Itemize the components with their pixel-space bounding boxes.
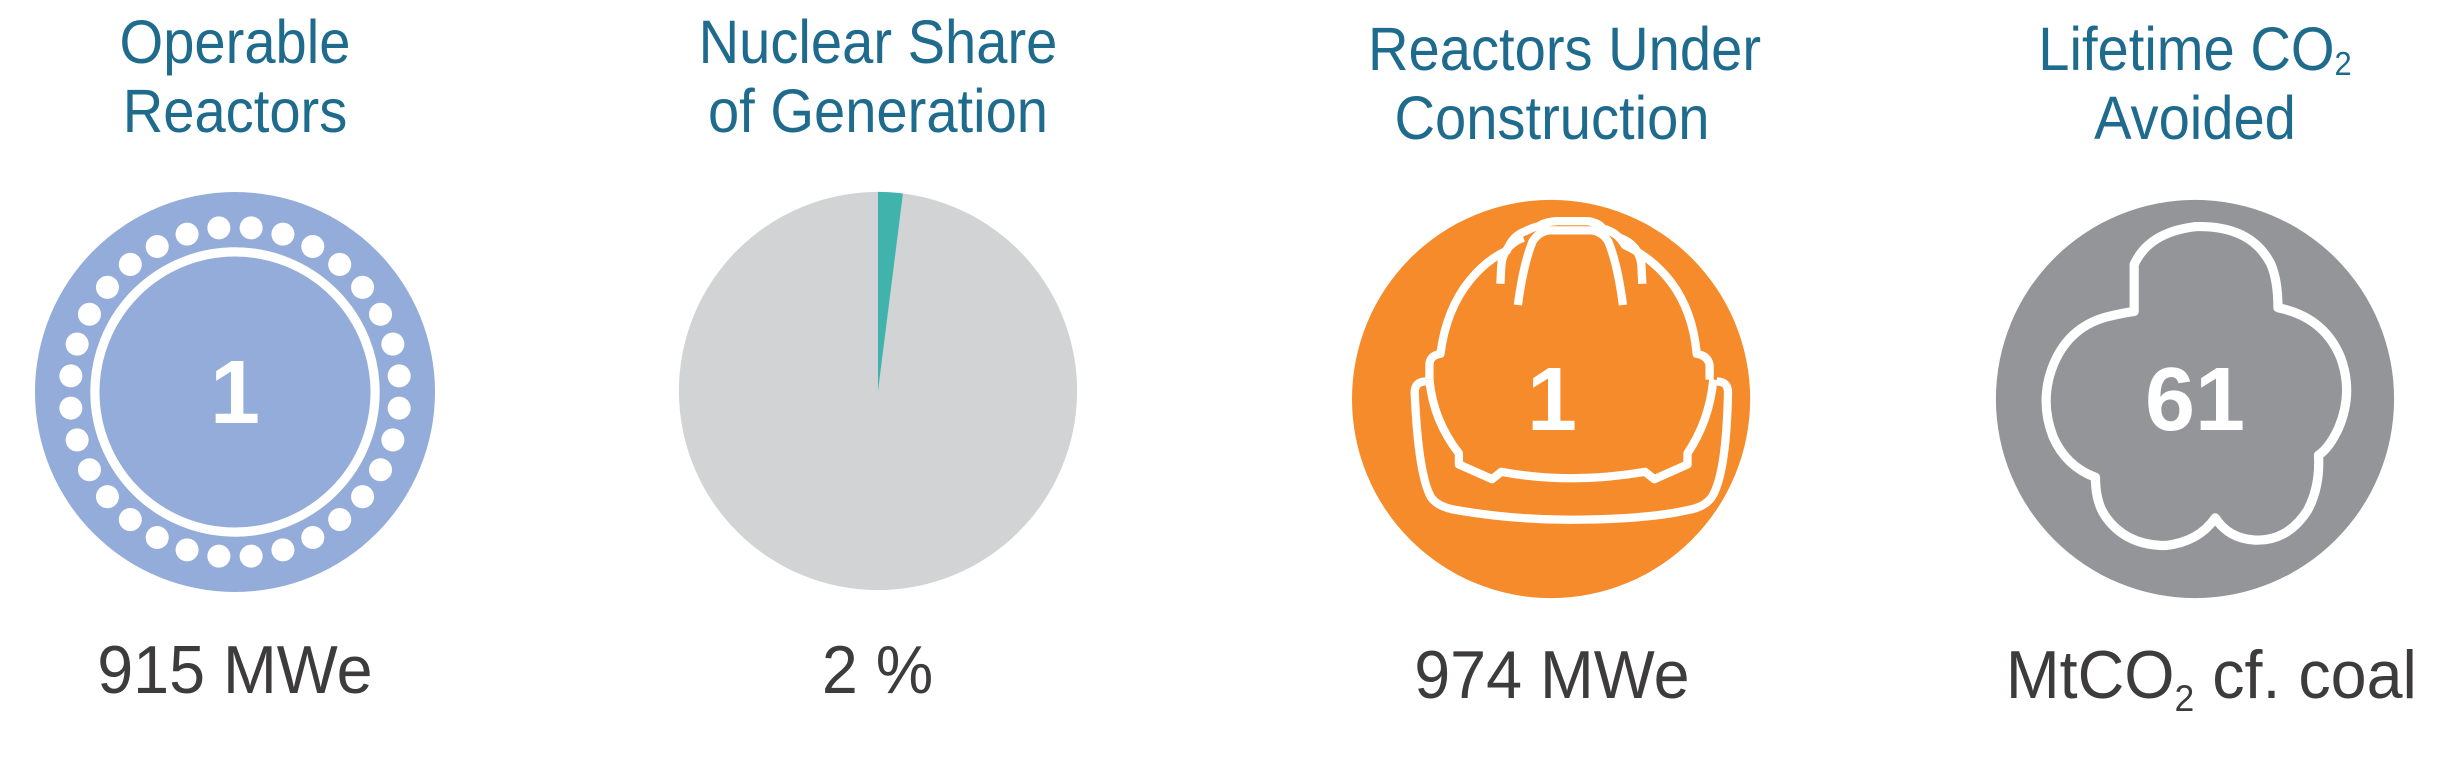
operable-capacity: 915 MWe [97,632,373,708]
cloud-icon [1995,199,2395,599]
hard-hat-icon [1352,199,1751,599]
subscript-2: 2 [2334,46,2352,84]
panel-nuclear-share: Nuclear Share of Generation 2 % [678,0,1078,761]
panel-operable-reactors: Operable Reactors 1 915 MWe [35,0,435,761]
title-line-1: Reactors Under [1368,15,1762,83]
co2-avoided-value: 61 [2144,350,2246,450]
nuclear-share-pie [678,191,1078,591]
construction-count: 1 [1526,350,1578,450]
title-line-2: Construction [1394,84,1710,152]
panel-title: Lifetime CO2 Avoided [1995,15,2395,153]
operable-count: 1 [209,343,261,443]
title-line-1: Nuclear Share [698,8,1058,76]
panel-co2-avoided: Lifetime CO2 Avoided 61 MtCO2 cf. coal [1995,0,2417,761]
co2-unit-caption: MtCO2 cf. coal [2005,637,2417,720]
title-line-1: Lifetime CO2 [2038,15,2352,84]
panel-title: Operable Reactors [35,8,435,146]
panel-title: Nuclear Share of Generation [678,8,1078,146]
nuclear-share-percent: 2 % [822,632,934,708]
reactor-ring-icon [35,192,435,592]
title-line-1: Operable [119,8,351,76]
panel-title: Reactors Under Construction [1352,15,1762,153]
title-line-2: Reactors [122,77,348,145]
panel-under-construction: Reactors Under Construction 1 974 MWe [1352,0,1762,761]
subscript-2: 2 [2174,677,2195,720]
title-line-2: of Generation [707,77,1049,145]
construction-capacity: 974 MWe [1414,637,1690,713]
title-line-2: Avoided [2094,84,2296,152]
